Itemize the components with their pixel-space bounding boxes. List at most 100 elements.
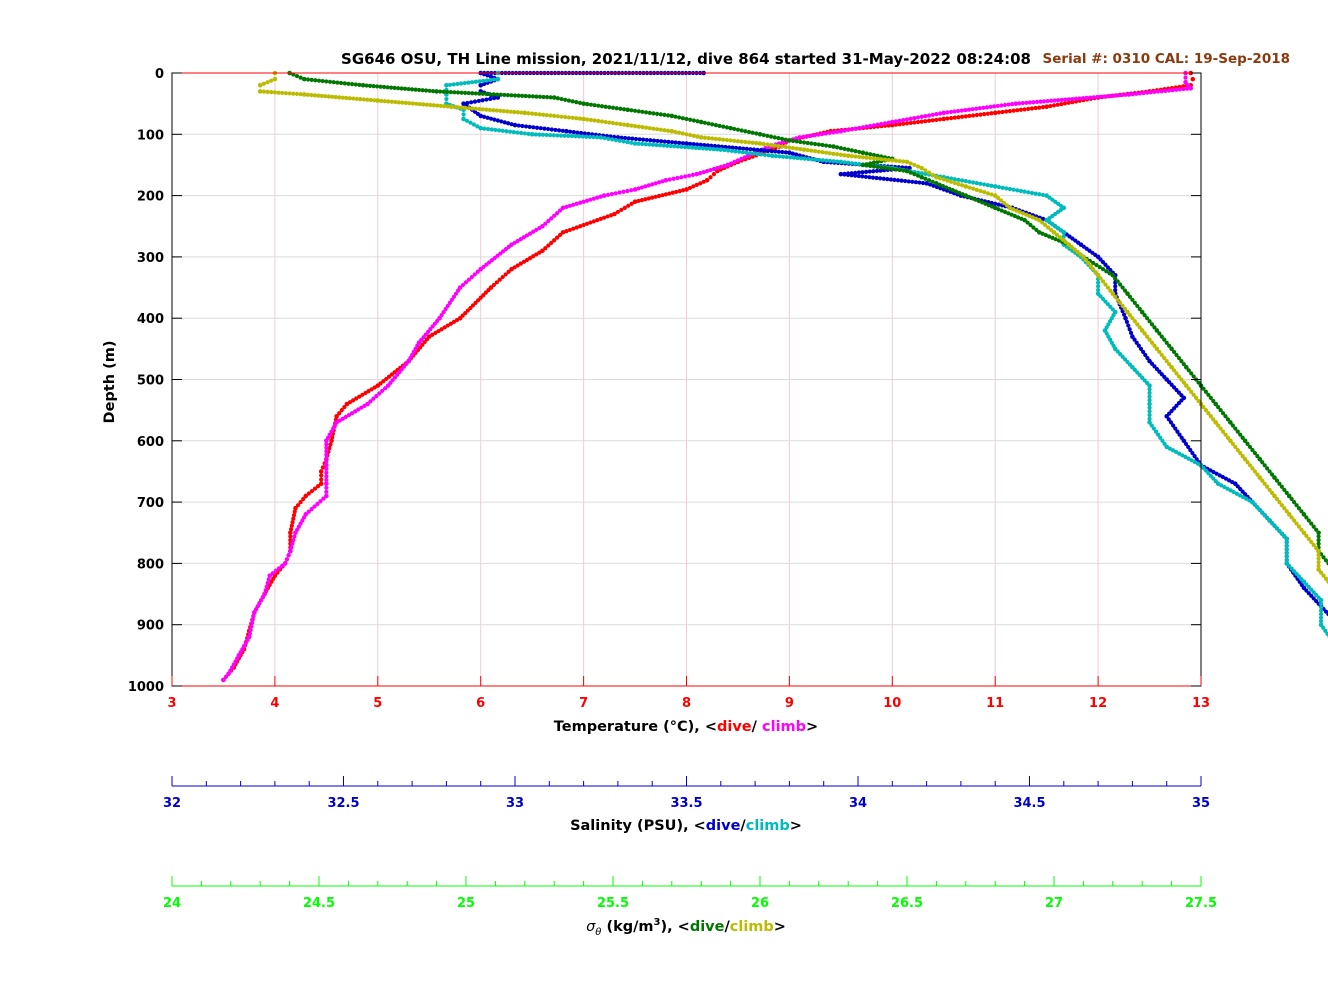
- data-point-interp: [809, 148, 814, 153]
- data-point-interp: [549, 240, 554, 245]
- data-point-interp: [783, 137, 788, 142]
- data-point-interp: [468, 120, 473, 125]
- data-point: [329, 438, 334, 444]
- data-point-interp: [555, 96, 560, 101]
- density-axis: 24 24.5 25 25.5 26 26.5 27 27.5: [163, 876, 1217, 911]
- data-point-interp: [298, 500, 303, 505]
- data-point-interp: [999, 208, 1004, 213]
- data-point-interp: [743, 129, 748, 134]
- series-density-4: [287, 70, 1328, 566]
- data-point-interp: [1262, 513, 1267, 518]
- data-point-interp: [1046, 225, 1051, 230]
- data-point-interp: [1027, 100, 1033, 105]
- data-point-interp: [309, 92, 314, 98]
- data-point-interp: [663, 192, 669, 197]
- data-point-interp: [260, 595, 265, 600]
- data-point-interp: [358, 97, 363, 102]
- data-point-interp: [298, 75, 303, 80]
- data-point-interp: [1174, 352, 1179, 358]
- data-point: [1272, 493, 1277, 499]
- density-tick-label: 27.5: [1185, 896, 1217, 911]
- data-point-interp: [1108, 288, 1113, 293]
- data-point-interp: [773, 149, 778, 154]
- data-point-interp: [1304, 582, 1309, 587]
- data-point-interp: [794, 152, 799, 157]
- data-point-interp: [484, 91, 489, 97]
- data-point-interp: [1159, 334, 1164, 339]
- data-point-interp: [453, 291, 459, 296]
- data-point: [1242, 456, 1248, 462]
- data-point: [904, 168, 910, 174]
- data-point-interp: [250, 617, 255, 622]
- data-point: [1125, 309, 1130, 315]
- data-point-interp: [878, 176, 883, 181]
- data-point-interp: [691, 133, 696, 138]
- data-point-interp: [908, 116, 913, 121]
- data-point-interp: [502, 92, 507, 98]
- data-point-interp: [1134, 340, 1139, 345]
- data-point: [1257, 475, 1263, 480]
- data-point-interp: [1022, 107, 1027, 112]
- data-point-interp: [543, 221, 548, 226]
- data-point: [1139, 309, 1145, 315]
- data-point-interp: [1031, 100, 1036, 105]
- data-point-interp: [893, 122, 899, 127]
- data-point-interp: [734, 145, 739, 151]
- data-point-interp: [477, 91, 482, 96]
- data-point-interp: [805, 148, 810, 153]
- data-point-interp: [488, 74, 494, 79]
- data-point-interp: [636, 186, 641, 191]
- data-point-interp: [659, 139, 664, 144]
- data-point: [1051, 230, 1057, 235]
- data-point-interp: [1088, 263, 1093, 269]
- data-point-interp: [824, 158, 829, 163]
- data-point-interp: [1196, 380, 1201, 385]
- data-point-interp: [485, 115, 490, 120]
- data-point-interp: [643, 184, 648, 189]
- data-point: [1110, 272, 1116, 278]
- data-point-interp: [1091, 95, 1096, 100]
- data-point-interp: [1231, 489, 1236, 495]
- data-point-interp: [989, 192, 994, 197]
- data-point-interp: [838, 145, 843, 151]
- density-tick-label: 26: [751, 896, 769, 911]
- data-point: [461, 116, 466, 122]
- data-point-interp: [684, 116, 689, 122]
- data-point-interp: [459, 90, 464, 95]
- data-point: [698, 135, 704, 140]
- data-point: [787, 138, 792, 143]
- data-point-interp: [527, 94, 532, 99]
- data-point-interp: [842, 172, 847, 177]
- data-point-interp: [805, 140, 810, 146]
- data-point-interp: [598, 194, 603, 199]
- data-point-interp: [1127, 294, 1133, 299]
- data-point-interp: [643, 142, 648, 147]
- data-point-interp: [410, 352, 415, 358]
- salinity-label-climb: climb: [746, 818, 790, 834]
- data-point-interp: [261, 89, 266, 94]
- data-point-interp: [548, 95, 553, 100]
- data-point-interp: [1106, 334, 1111, 339]
- data-point-interp: [233, 659, 238, 664]
- data-point-interp: [1138, 346, 1144, 351]
- data-point-interp: [245, 637, 250, 643]
- data-point-interp: [1192, 454, 1197, 459]
- data-point-interp: [1122, 288, 1128, 293]
- data-point-interp: [1190, 450, 1195, 456]
- data-point: [257, 89, 263, 94]
- data-point-interp: [582, 131, 587, 136]
- salinity-tick-label: 34.5: [1013, 796, 1045, 811]
- temperature-tick-label: 4: [270, 696, 279, 711]
- data-point-interp: [588, 102, 594, 107]
- data-point: [797, 135, 802, 140]
- data-point-interp: [1321, 625, 1326, 630]
- data-point-interp: [445, 303, 450, 309]
- data-point-interp: [989, 183, 994, 188]
- temperature-tick-label: 6: [476, 696, 485, 711]
- data-point-interp: [1318, 601, 1324, 606]
- data-point-interp: [650, 142, 656, 147]
- density-label-superscript: 3: [654, 917, 661, 928]
- data-point-interp: [1223, 414, 1228, 419]
- data-point-interp: [1279, 503, 1284, 508]
- data-point-interp: [860, 155, 866, 160]
